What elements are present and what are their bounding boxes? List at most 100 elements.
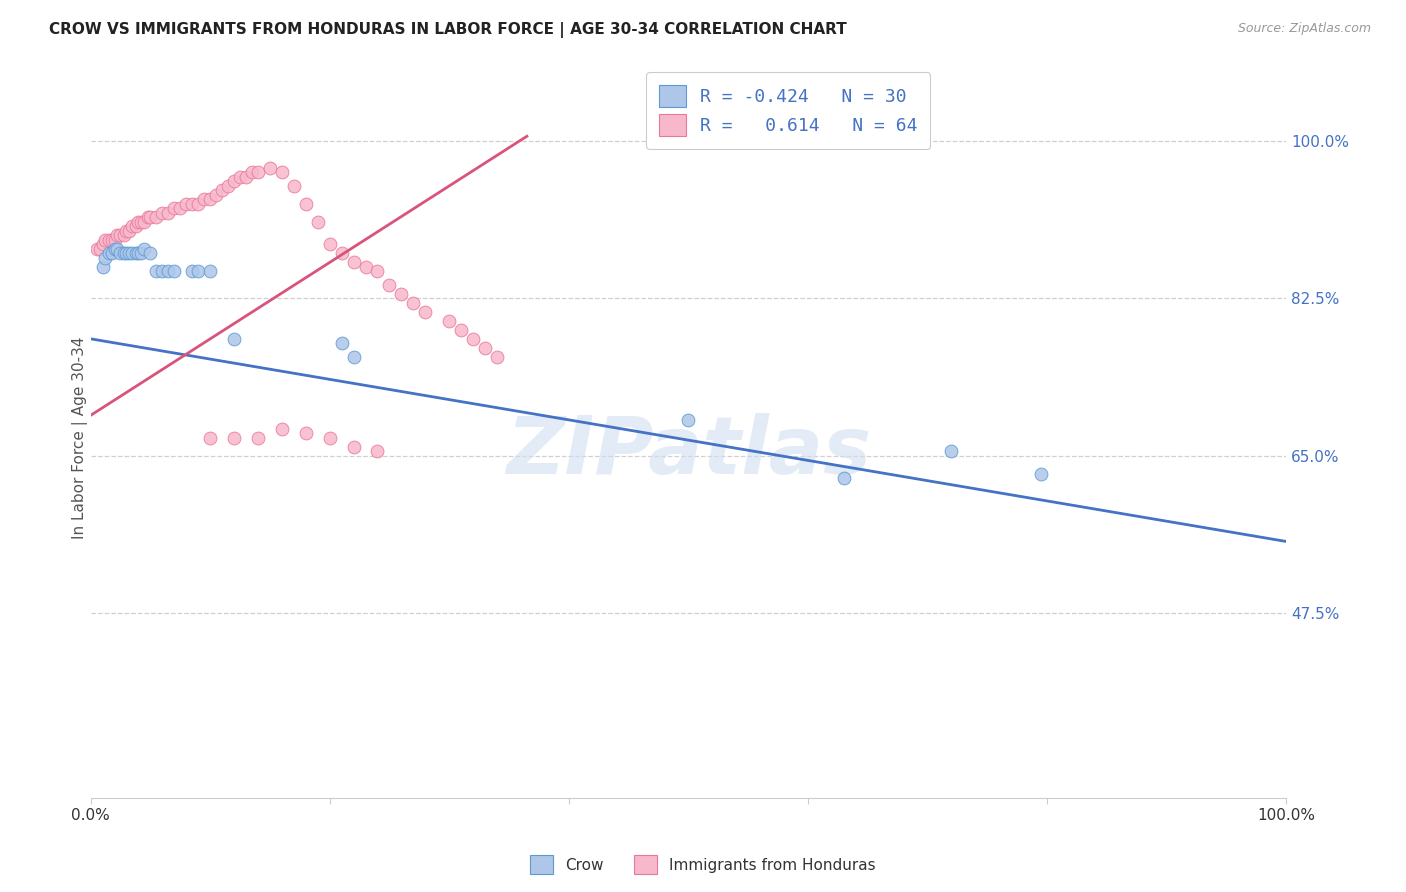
Point: [181, 196, 204, 211]
Point: [318, 431, 340, 445]
Point: [474, 341, 496, 355]
Text: Source: ZipAtlas.com: Source: ZipAtlas.com: [1237, 22, 1371, 36]
Point: [129, 246, 152, 260]
Point: [145, 211, 167, 225]
Point: [246, 165, 269, 179]
Point: [198, 264, 221, 278]
Point: [136, 211, 159, 225]
Point: [211, 183, 233, 197]
Point: [1029, 467, 1052, 481]
Point: [91, 237, 114, 252]
Point: [110, 228, 132, 243]
Point: [222, 174, 245, 188]
Point: [307, 215, 329, 229]
Point: [342, 440, 364, 454]
Point: [115, 246, 138, 260]
Point: [330, 336, 353, 351]
Point: [229, 169, 252, 184]
Point: [318, 237, 340, 252]
Legend: Crow, Immigrants from Honduras: Crow, Immigrants from Honduras: [524, 849, 882, 880]
Point: [150, 264, 173, 278]
Point: [91, 260, 114, 274]
Point: [270, 422, 292, 436]
Point: [354, 260, 377, 274]
Point: [94, 251, 117, 265]
Point: [97, 233, 120, 247]
Point: [450, 323, 472, 337]
Point: [486, 350, 509, 364]
Point: [112, 228, 135, 243]
Point: [110, 246, 132, 260]
Point: [246, 431, 269, 445]
Point: [103, 242, 125, 256]
Point: [157, 206, 180, 220]
Point: [145, 264, 167, 278]
Point: [330, 246, 353, 260]
Point: [157, 264, 180, 278]
Point: [678, 413, 700, 427]
Point: [270, 165, 292, 179]
Point: [121, 246, 143, 260]
Point: [139, 246, 162, 260]
Point: [235, 169, 257, 184]
Point: [283, 178, 305, 193]
Point: [832, 471, 855, 485]
Point: [101, 246, 124, 260]
Point: [294, 196, 316, 211]
Point: [198, 431, 221, 445]
Point: [366, 264, 388, 278]
Point: [941, 444, 963, 458]
Point: [169, 201, 191, 215]
Point: [187, 196, 209, 211]
Point: [222, 431, 245, 445]
Point: [127, 246, 149, 260]
Point: [118, 224, 141, 238]
Point: [125, 246, 148, 260]
Point: [205, 187, 228, 202]
Point: [366, 444, 388, 458]
Point: [389, 286, 412, 301]
Point: [198, 192, 221, 206]
Point: [217, 178, 239, 193]
Point: [86, 242, 108, 256]
Point: [134, 215, 156, 229]
Point: [89, 242, 111, 256]
Point: [134, 242, 156, 256]
Point: [127, 215, 149, 229]
Point: [378, 277, 401, 292]
Point: [187, 264, 209, 278]
Point: [150, 206, 173, 220]
Point: [139, 211, 162, 225]
Point: [121, 219, 143, 234]
Point: [413, 305, 436, 319]
Y-axis label: In Labor Force | Age 30-34: In Labor Force | Age 30-34: [72, 336, 87, 539]
Point: [103, 233, 125, 247]
Text: CROW VS IMMIGRANTS FROM HONDURAS IN LABOR FORCE | AGE 30-34 CORRELATION CHART: CROW VS IMMIGRANTS FROM HONDURAS IN LABO…: [49, 22, 846, 38]
Point: [342, 255, 364, 269]
Point: [181, 264, 204, 278]
Point: [163, 201, 186, 215]
Point: [342, 350, 364, 364]
Legend: R = -0.424   N = 30, R =   0.614   N = 64: R = -0.424 N = 30, R = 0.614 N = 64: [645, 72, 931, 149]
Point: [105, 242, 128, 256]
Point: [402, 295, 425, 310]
Point: [163, 264, 186, 278]
Point: [129, 215, 152, 229]
Point: [193, 192, 215, 206]
Text: ZIPatlas: ZIPatlas: [506, 413, 870, 491]
Point: [115, 224, 138, 238]
Point: [259, 161, 281, 175]
Point: [439, 314, 461, 328]
Point: [240, 165, 263, 179]
Point: [94, 233, 117, 247]
Point: [294, 426, 316, 441]
Point: [112, 246, 135, 260]
Point: [463, 332, 485, 346]
Point: [105, 228, 128, 243]
Point: [118, 246, 141, 260]
Point: [101, 233, 124, 247]
Point: [222, 332, 245, 346]
Point: [125, 219, 148, 234]
Point: [174, 196, 197, 211]
Point: [97, 246, 120, 260]
